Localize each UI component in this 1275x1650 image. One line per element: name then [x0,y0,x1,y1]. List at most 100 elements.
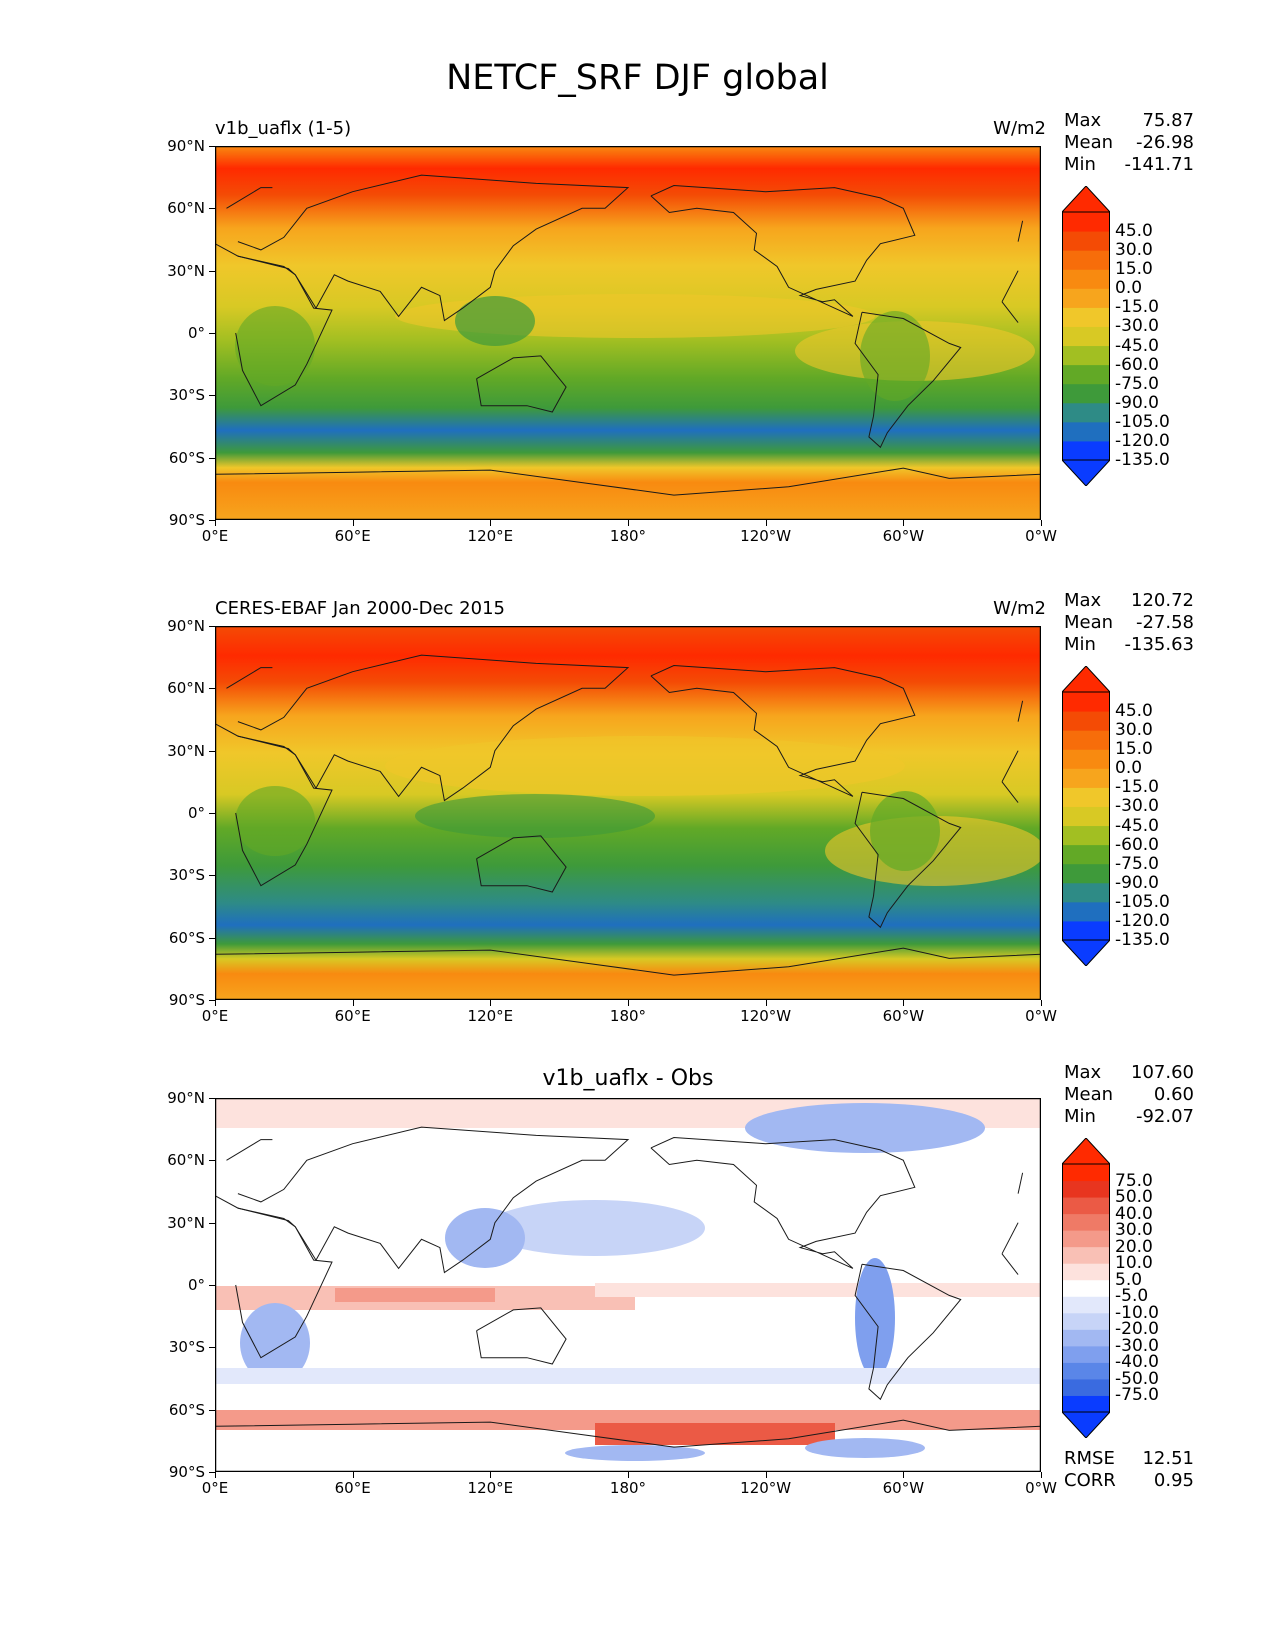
x-tick-label: 180° [609,1007,647,1025]
y-tick-mark [209,1160,215,1162]
coastline [215,654,1024,802]
colorbar-label: -135.0 [1115,930,1170,950]
colorbar-swatch [1062,212,1110,232]
colorbar-label: -75.0 [1115,373,1159,394]
colorbar-swatch [1062,711,1110,731]
coastline [650,664,916,797]
y-tick-label: 60°N [167,1151,205,1170]
stat-min-value: -141.71 [1124,154,1194,175]
y-tick-label: 90°S [168,1463,205,1481]
y-tick-label: 60°S [168,448,205,467]
colorbar-label: 20.0 [1115,1236,1153,1257]
colorbar-label: -15.0 [1115,777,1159,798]
x-tick-mark [765,520,767,526]
x-tick-mark [903,1472,905,1478]
colorbar-swatch [1062,1378,1110,1396]
x-tick-label: 120°W [740,1479,792,1497]
colorbar-swatch [1062,250,1110,270]
map-observations [215,626,1041,1000]
colorbar-label: 50.0 [1115,1187,1153,1208]
stat-min-label: Min [1064,634,1096,655]
colorbar [1062,186,1110,486]
stat-min-label: Min [1064,1106,1096,1127]
colorbar-extend-min [1062,459,1110,486]
colorbar-label: -105.0 [1115,891,1170,912]
colorbar-label: -90.0 [1115,872,1159,893]
y-tick-label: 30°S [168,386,205,405]
x-tick-label: 180° [609,1479,647,1497]
y-tick-label: 30°N [167,741,205,760]
colorbar-label: 0.0 [1115,278,1143,299]
coastline [215,467,1041,496]
stat-mean-value: -26.98 [1135,132,1194,153]
stat-max-value: 75.87 [1142,110,1194,131]
colorbar-swatch [1062,421,1110,442]
colorbar-swatch [1062,307,1110,327]
x-tick-label: 0°E [201,1007,229,1025]
colorbar-swatch [1062,1213,1110,1231]
x-tick-mark [352,520,354,526]
colorbar-swatch [1062,1395,1110,1413]
stat-max-value: 107.60 [1131,1062,1194,1083]
colorbar-swatch [1062,440,1110,461]
y-tick-mark [209,1285,215,1286]
colorbar-swatch [1062,901,1110,922]
colorbar-label: -45.0 [1115,815,1159,836]
coastline [854,1263,962,1401]
x-tick-mark [1041,1472,1042,1478]
colorbar-swatch [1062,920,1110,941]
corr-label: CORR [1064,1470,1116,1491]
y-tick-label: 30°N [167,1213,205,1232]
colorbar-label: -135.0 [1115,450,1170,470]
y-tick-mark [209,1472,215,1473]
colorbar-swatch [1062,1164,1110,1182]
x-tick-label: 120°E [467,1007,514,1025]
coastline [476,1307,567,1365]
coastline [650,184,916,317]
x-tick-mark [490,1000,492,1006]
panel-observations: CERES-EBAF Jan 2000-Dec 2015 W/m2 Max 120… [0,590,1275,1076]
colorbar-swatch [1062,1230,1110,1248]
stat-mean-label: Mean [1064,1084,1114,1105]
stat-mean-value: 0.60 [1153,1084,1194,1105]
colorbar-label: -75.0 [1115,853,1159,874]
x-tick-mark [215,1000,216,1006]
colorbar-swatch [1062,345,1110,366]
y-tick-mark [209,208,215,210]
x-tick-mark [765,1472,767,1478]
colorbar-label: 15.0 [1115,739,1153,760]
x-tick-label: 60°E [334,1007,371,1025]
x-tick-mark [352,1000,354,1006]
panel-difference: v1b_uaflx - Obs Max 107.60 Mean 0.60 Min -9… [0,1062,1275,1548]
colorbar-label: -40.0 [1115,1352,1159,1373]
y-tick-label: 30°S [168,866,205,885]
stat-max-label: Max [1064,110,1102,131]
colorbar-label: 5.0 [1115,1269,1143,1290]
colorbar-label: -60.0 [1115,354,1159,375]
stat-mean-label: Mean [1064,132,1114,153]
map-model [215,146,1041,520]
colorbar-swatch [1062,269,1110,289]
stat-mean-label: Mean [1064,612,1114,633]
y-tick-label: 90°S [168,511,205,529]
coastline [215,947,1041,976]
colorbar-swatch [1062,844,1110,865]
colorbar-swatch [1062,825,1110,846]
map-frame [215,1098,1041,1472]
x-tick-mark [903,1000,905,1006]
colorbar-swatch [1062,787,1110,807]
x-tick-mark [1041,520,1042,526]
colorbar-swatch [1062,1312,1110,1330]
colorbar-label: -105.0 [1115,411,1170,432]
x-tick-label: 0°W [1025,527,1057,545]
y-tick-label: 60°S [168,1400,205,1419]
x-tick-mark [215,520,216,526]
colorbar-swatch [1062,768,1110,788]
coastline [235,255,1019,407]
y-tick-mark [209,146,215,147]
colorbar-swatch [1062,1263,1110,1281]
x-tick-label: 120°E [467,1479,514,1497]
colorbar-label: -90.0 [1115,392,1159,413]
colorbar-label: -30.0 [1115,1335,1159,1356]
x-tick-mark [490,1472,492,1478]
